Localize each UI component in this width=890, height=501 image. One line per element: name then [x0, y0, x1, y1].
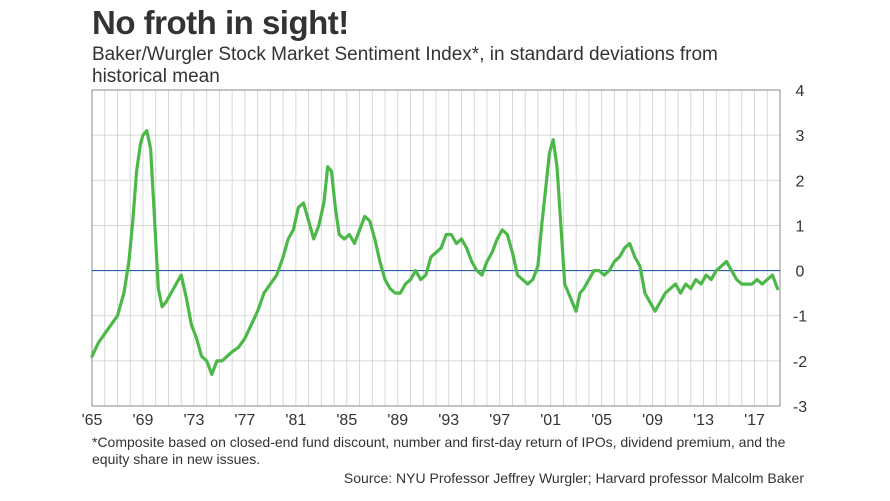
- x-tick-label: '69: [133, 412, 154, 429]
- y-tick-label: 1: [796, 218, 805, 235]
- x-tick-label: '97: [489, 412, 510, 429]
- x-tick-label: '01: [540, 412, 561, 429]
- x-tick-label: '77: [234, 412, 255, 429]
- y-tick-label: -1: [793, 309, 807, 326]
- x-tick-label: '73: [183, 412, 204, 429]
- x-tick-label: '13: [693, 412, 714, 429]
- series-line-sentiment-index: [90, 129, 780, 376]
- x-tick-label: '93: [438, 412, 459, 429]
- y-tick-labels: -3 -2 -1 0 1 2 3 4: [793, 83, 807, 416]
- y-tick-label: -2: [793, 354, 807, 371]
- y-tick-label: 0: [796, 264, 805, 281]
- y-tick-label: 2: [796, 173, 805, 190]
- source-note: Source: NYU Professor Jeffrey Wurgler; H…: [343, 470, 804, 486]
- series-group: [90, 129, 780, 376]
- x-tick-labels: '65 '69 '73 '77 '81 '85 '89 '93 '97 '01 '05 '09 '13 '…: [82, 412, 765, 429]
- y-tick-label: -3: [793, 399, 807, 416]
- plot-frame: [91, 89, 781, 407]
- x-tick-label: '81: [285, 412, 306, 429]
- x-tick-label: '05: [591, 412, 612, 429]
- x-tick-label: '89: [387, 412, 408, 429]
- footnote: *Composite based on closed-end fund disc…: [92, 434, 786, 467]
- x-tick-label: '65: [82, 412, 103, 429]
- x-tick-label: '17: [744, 412, 765, 429]
- x-tick-label: '09: [642, 412, 663, 429]
- vertical-gridlines: [91, 90, 781, 406]
- x-tick-label: '85: [336, 412, 357, 429]
- chart-title: No froth in sight!: [92, 4, 349, 41]
- y-tick-label: 4: [796, 83, 805, 100]
- chart-subtitle: Baker/Wurgler Stock Market Sentiment Ind…: [92, 44, 718, 87]
- y-tick-label: 3: [796, 128, 805, 145]
